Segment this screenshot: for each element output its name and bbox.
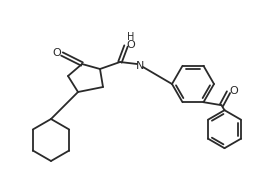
Text: O: O xyxy=(126,40,135,50)
Text: H: H xyxy=(127,32,135,42)
Text: O: O xyxy=(53,48,61,58)
Text: O: O xyxy=(229,86,238,96)
Text: N: N xyxy=(136,61,144,71)
